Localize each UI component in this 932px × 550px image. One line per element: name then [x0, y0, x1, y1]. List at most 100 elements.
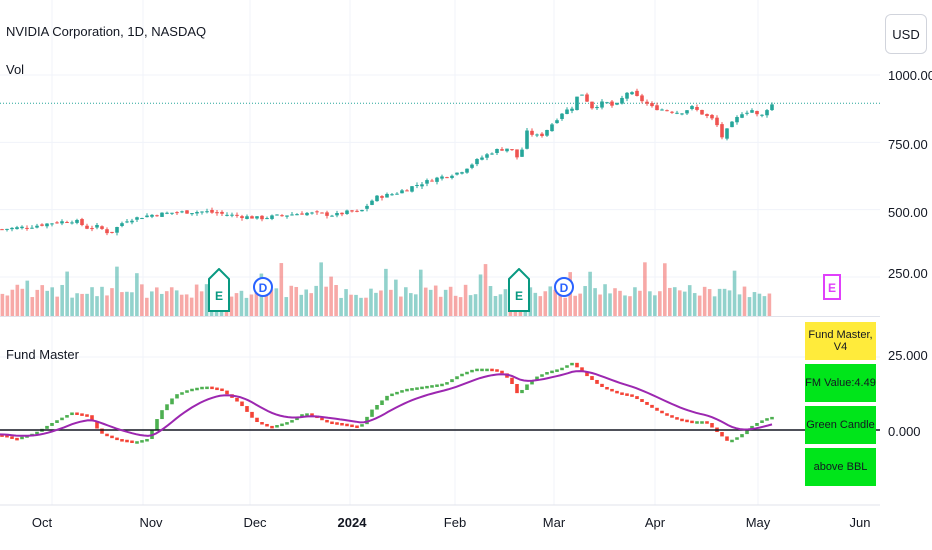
earnings-marker[interactable]: E [508, 267, 530, 317]
fm-bar [765, 418, 769, 421]
volume-bar [443, 289, 448, 316]
volume-bar [15, 284, 20, 316]
candle-body [690, 106, 694, 109]
candle-body [130, 220, 134, 223]
fm-bar [550, 370, 554, 374]
candle-body [205, 211, 209, 213]
fm-bar [475, 368, 479, 372]
chart-canvas[interactable] [0, 0, 880, 550]
candle-body [495, 148, 499, 153]
fm-bar [460, 373, 464, 377]
fm-bar [555, 369, 559, 372]
pane-divider[interactable] [0, 316, 880, 317]
candle-body [305, 212, 309, 216]
fm-bar [100, 428, 104, 434]
volume-bar [150, 291, 154, 316]
fm-bar [595, 379, 599, 384]
volume-bar [608, 293, 612, 316]
candle-body [465, 168, 469, 173]
price-tick: 1000.00 [888, 68, 932, 83]
fm-bar [175, 394, 179, 399]
fm-bar [125, 439, 129, 443]
volume-bar [274, 288, 279, 316]
volume-bar [648, 291, 652, 316]
fm-bar [520, 389, 524, 394]
candle-body [665, 110, 669, 112]
candle-body [445, 177, 449, 179]
fm-bar [160, 410, 164, 420]
candle-body [75, 219, 79, 223]
fm-bar [110, 435, 114, 439]
candle-body [100, 226, 104, 229]
fm-bar [260, 422, 264, 425]
candle-body [580, 94, 584, 96]
candle-body [360, 209, 364, 212]
candle-body [235, 214, 239, 216]
volume-bar [90, 287, 94, 316]
fm-bar [750, 425, 754, 430]
earnings-marker[interactable]: E [208, 267, 230, 317]
volume-bar [60, 284, 64, 316]
candle-body [345, 210, 349, 214]
fm-bar [50, 422, 54, 426]
candle-body [365, 205, 369, 209]
fm-bar [135, 441, 139, 444]
volume-bar [284, 297, 289, 316]
candle-body [405, 190, 409, 192]
volume-bar [70, 297, 74, 316]
volume-bar [264, 286, 269, 316]
volume-bar [5, 295, 10, 316]
candle-body [30, 227, 34, 229]
upcoming-earnings-marker[interactable]: E [823, 274, 841, 305]
fm-bar [425, 385, 429, 389]
volume-bar [314, 285, 318, 316]
fm-bar [375, 404, 379, 410]
symbol-title[interactable]: NVIDIA Corporation, 1D, NASDAQ [6, 24, 207, 39]
volume-bar [409, 293, 413, 316]
candle-body [105, 229, 109, 234]
fm-bar [265, 423, 269, 427]
fm-bar [455, 376, 459, 380]
fm-bar [60, 417, 64, 421]
candle-body [230, 214, 234, 216]
fm-bar [285, 422, 289, 425]
fm-bar [180, 392, 184, 395]
volume-bar [672, 287, 677, 316]
candle-body [590, 101, 594, 109]
candle-body [120, 223, 124, 227]
candle-body [125, 221, 129, 223]
dividend-marker[interactable]: D [253, 276, 273, 303]
fm-table-bbl: above BBL [805, 448, 876, 486]
volume-bar [603, 284, 607, 316]
dividend-marker[interactable]: D [554, 276, 574, 303]
volume-bar [115, 266, 119, 316]
currency-button[interactable]: USD [885, 14, 927, 54]
fm-bar [665, 413, 669, 416]
fm-bar [215, 387, 219, 391]
candle-body [40, 224, 44, 226]
price-axis[interactable] [880, 0, 932, 550]
fm-bar [485, 368, 489, 372]
fm-bar [585, 371, 589, 377]
candle-body [390, 194, 394, 196]
candle-body [485, 154, 489, 158]
candle-body [740, 114, 744, 118]
volume-bar [468, 295, 473, 316]
fm-bar [290, 420, 294, 423]
volume-bar [374, 292, 378, 316]
fm-bar [495, 369, 499, 372]
fm-bar [340, 422, 344, 426]
indicator-legend[interactable]: Fund Master [6, 347, 79, 362]
volume-bar [299, 294, 304, 316]
time-label: Dec [243, 515, 267, 530]
volume-bar [707, 289, 712, 316]
fm-bar [510, 377, 514, 385]
earnings-glyph: E [515, 289, 523, 303]
volume-bar [692, 293, 697, 316]
volume-bar [45, 290, 50, 316]
candle-body [540, 133, 544, 137]
time-label: Mar [542, 515, 566, 530]
candle-body [480, 157, 484, 160]
volume-legend[interactable]: Vol [6, 62, 25, 77]
